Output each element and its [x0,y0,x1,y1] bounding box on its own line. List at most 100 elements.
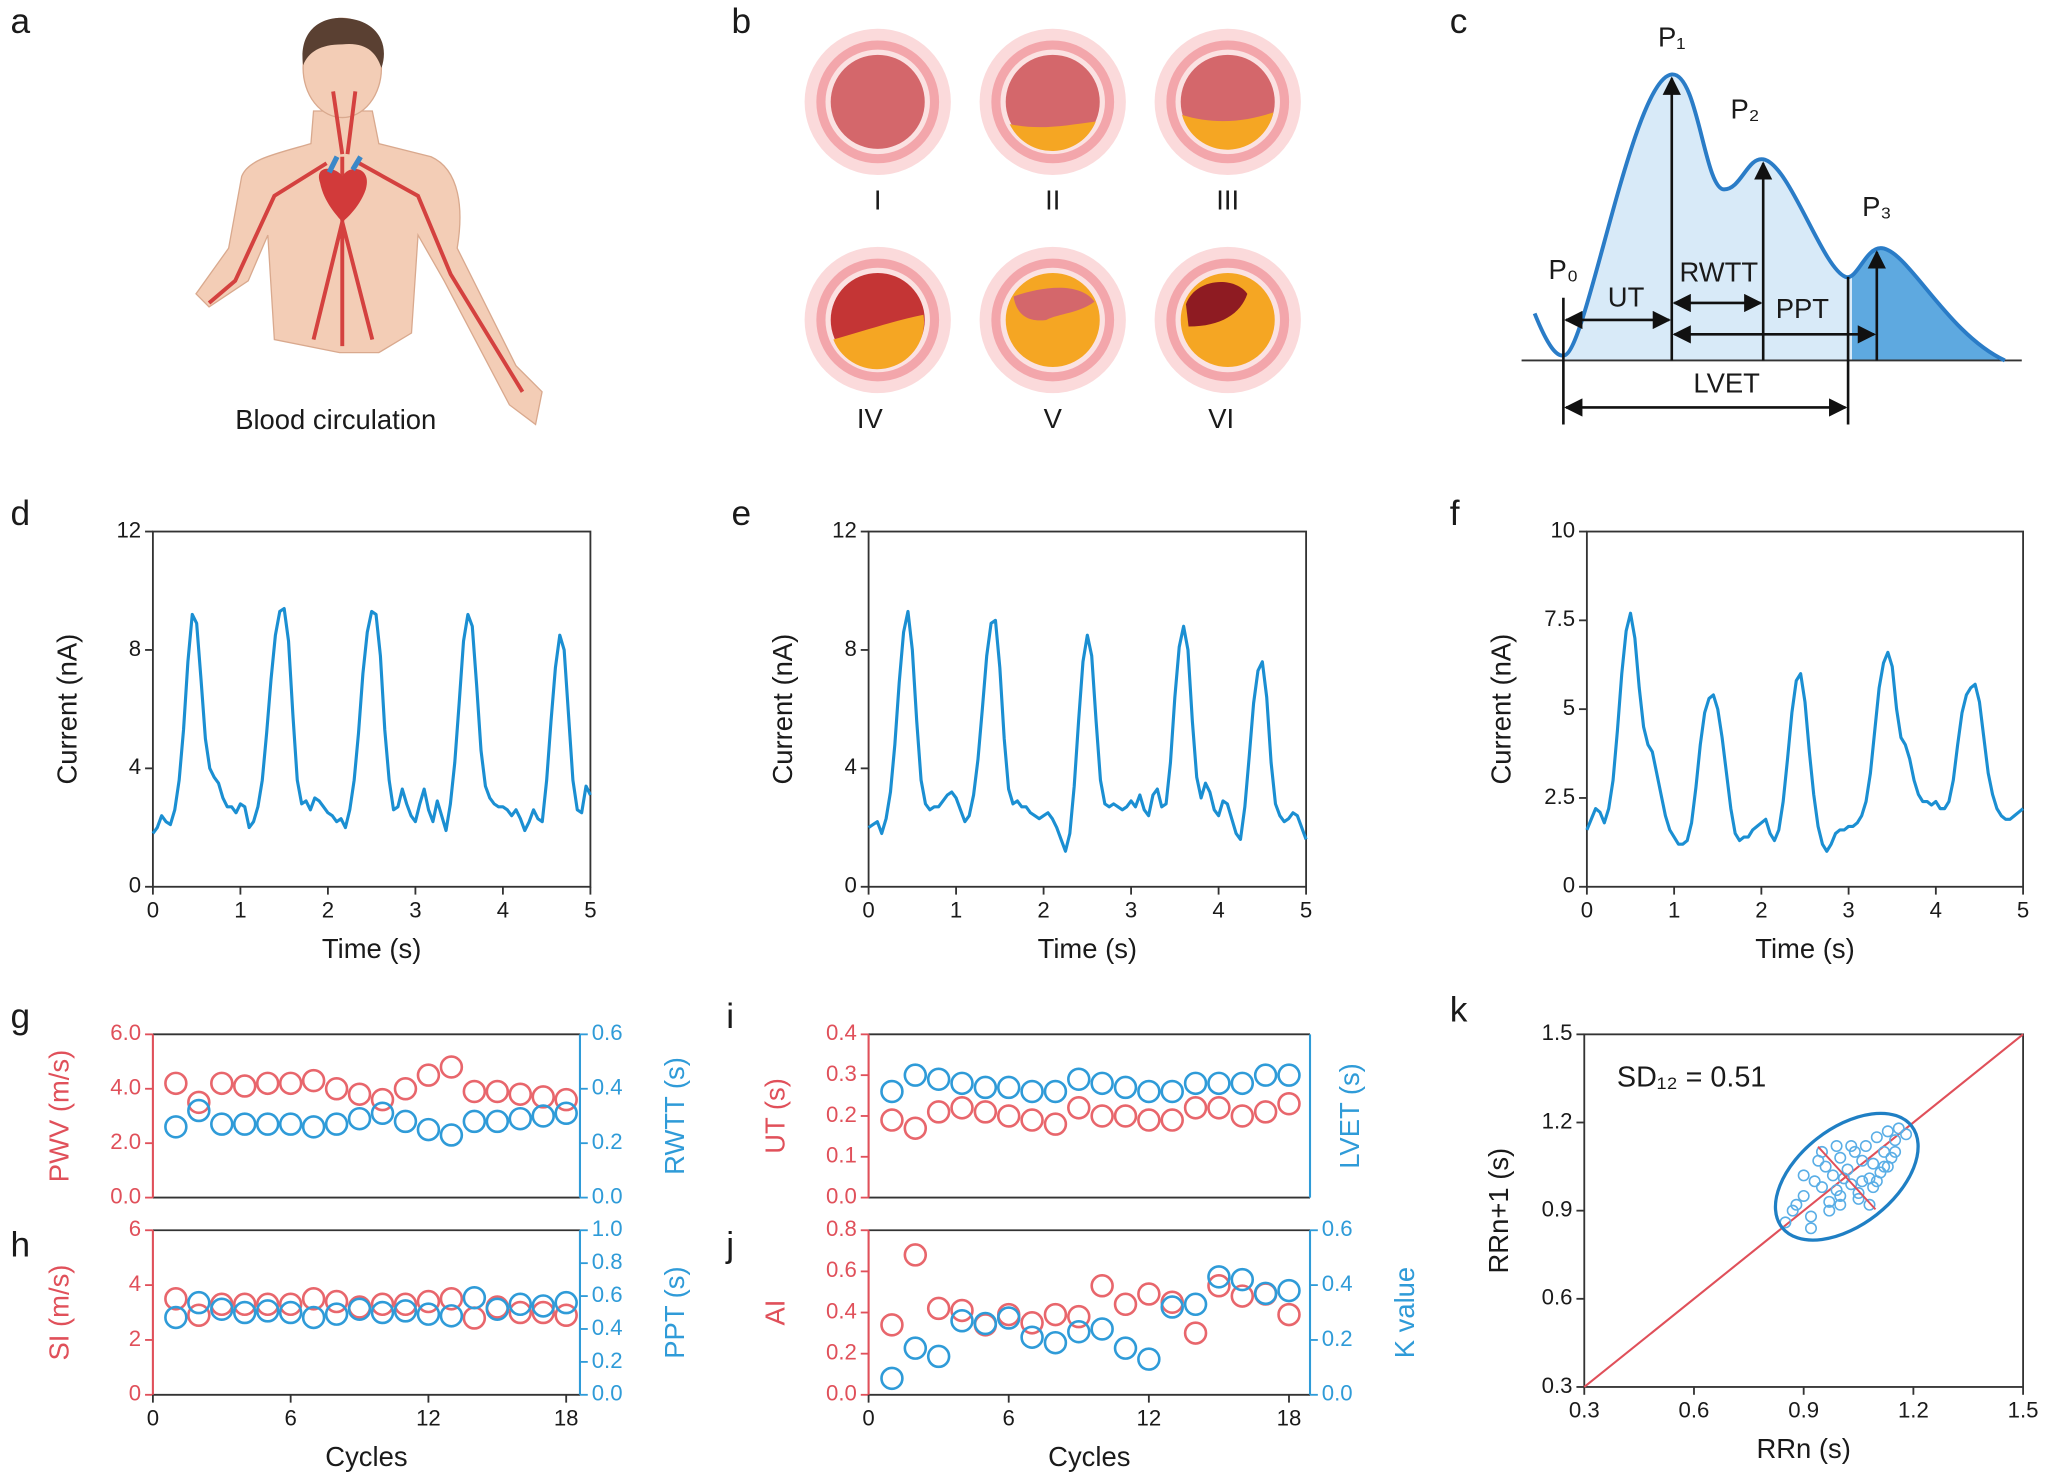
data-point [1900,1128,1913,1141]
data-point [439,1304,464,1328]
schematic-label: LVET [1693,368,1760,399]
plot-frame [867,530,1308,888]
x-tick-label: 18 [554,1405,579,1430]
panel-letter: e [731,494,751,533]
sd-axis [1817,1146,1877,1211]
y-tick-label: 12 [116,517,141,542]
data-point [996,1104,1021,1128]
data-point [1160,1295,1184,1319]
panel-letter: j [725,1226,734,1265]
y-tick-label: 6.0 [110,1020,141,1045]
data-point [462,1306,487,1330]
y-axis-label: Current (nA) [767,634,798,785]
data-point [1277,1278,1301,1303]
data-point [1090,1317,1114,1341]
data-point [1253,1100,1278,1124]
data-point [950,1096,974,1120]
x-tick-label: 5 [1300,897,1312,922]
data-point [880,1079,904,1104]
data-point [1830,1140,1843,1153]
data-point [1183,1096,1208,1120]
data-point [210,1112,234,1136]
data-point [416,1289,441,1314]
data-point [1113,1336,1138,1360]
data-point [1090,1104,1114,1128]
data-point [1845,1140,1858,1153]
data-point [1020,1325,1044,1349]
data-point [1863,1198,1876,1211]
x-axis-label: Time (s) [1755,933,1854,964]
data-point [416,1117,441,1142]
y2-tick-label: 0.0 [592,1183,623,1208]
data-point [1160,1108,1184,1132]
data-point [926,1344,951,1369]
stage-label: I [874,185,882,216]
x-tick-label: 4 [1212,897,1224,922]
data-point [1207,1265,1231,1289]
data-point [1823,1195,1836,1208]
stage-label: V [1044,403,1063,434]
y-axis-label: Current (nA) [1486,634,1517,785]
data-point [1870,1131,1883,1144]
x-tick-label: 1 [1668,897,1680,922]
data-point [1113,1292,1138,1317]
y-tick-label: 7.5 [1544,606,1575,631]
data-point [416,1063,441,1087]
data-point [324,1302,349,1326]
data-point [1852,1187,1865,1200]
stage-label: II [1045,185,1060,216]
y2-tick-label: 0.0 [1322,1381,1353,1406]
stage-label: VI [1208,403,1234,434]
x-tick-label: 0.6 [1679,1398,1710,1423]
y-tick-label: 4 [844,754,856,779]
data-point [973,1311,998,1336]
x-tick-label: 2 [1755,897,1767,922]
y-tick-label: 0 [844,873,856,898]
data-point [903,1063,928,1087]
data-point [1797,1189,1810,1202]
y-tick-label: 6 [129,1216,141,1241]
data-point [1230,1071,1255,1096]
schematic-label: UT [1608,281,1645,312]
data-point [1834,1151,1847,1164]
data-point [439,1123,464,1147]
data-point [370,1292,395,1317]
y-tick-label: 12 [832,517,857,542]
schematic-label: P₃ [1862,191,1891,222]
data-point [164,1115,188,1139]
data-point [926,1296,951,1321]
data-point [1043,1330,1068,1355]
data-point [1856,1154,1869,1167]
y-tick-label: 0 [129,873,141,898]
y-tick-label: 0.3 [826,1061,857,1086]
data-point [1253,1063,1278,1087]
data-point [1043,1079,1068,1104]
data-point [187,1290,211,1315]
data-point [485,1297,510,1321]
schematic-label: P₁ [1658,21,1686,52]
pulse-schematic [1521,72,2022,425]
data-point [164,1287,188,1311]
x-tick-label: 1.5 [2008,1398,2039,1423]
data-point [554,1303,578,1328]
data-point [880,1313,904,1337]
data-point [508,1300,533,1325]
data-point [462,1079,487,1104]
data-point [973,1075,998,1100]
y2-tick-label: 0.0 [592,1381,623,1406]
data-point [1808,1175,1821,1188]
data-point [255,1292,280,1317]
data-point [1878,1160,1891,1173]
y-tick-label: 10 [1550,517,1575,542]
data-point [531,1294,555,1318]
data-point [1277,1302,1301,1327]
x-tick-label: 6 [1003,1405,1015,1430]
y2-tick-label: 0.4 [592,1315,623,1340]
annotation: SD₁₂ = 0.51 [1617,1061,1766,1093]
artery-stages [804,28,1301,394]
data-point [164,1071,188,1096]
data-point [347,1106,372,1131]
data-point [278,1071,303,1096]
data-point [903,1336,928,1360]
